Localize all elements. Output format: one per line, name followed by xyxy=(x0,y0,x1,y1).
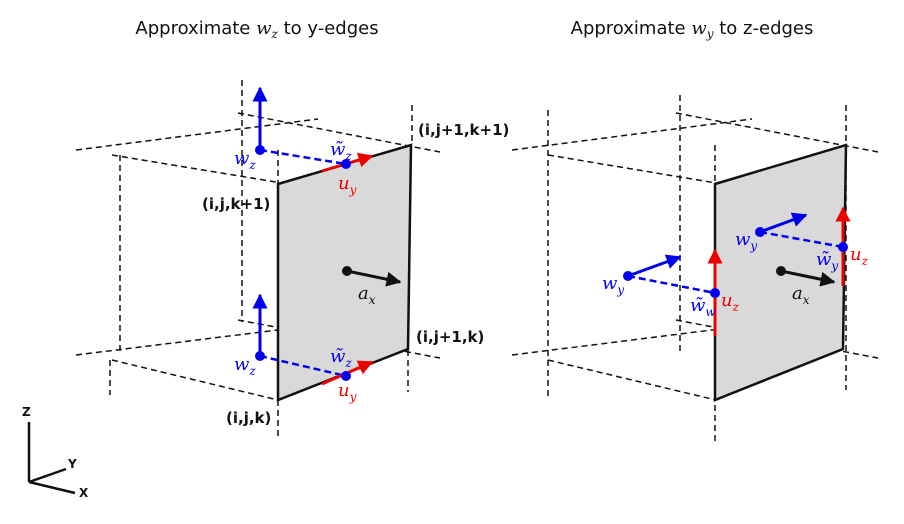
wy-projection-line-front xyxy=(627,274,716,295)
label-wy-tilde-back: w̃y xyxy=(816,249,838,273)
ax-vector-left xyxy=(346,269,402,287)
label-uz-back: uz xyxy=(850,244,869,268)
label-uz-front: uz xyxy=(721,290,740,314)
left-panel: wz w̃z uy wz w̃z uy ax (i,j+1,k+1) (i,j,… xyxy=(75,80,509,440)
wy-vector-front xyxy=(627,254,682,278)
corner-label-bottom-right: (i,j+1,k) xyxy=(416,328,484,346)
ax-vector-right xyxy=(780,269,836,287)
wy-vector-back xyxy=(759,212,808,234)
left-panel-title: Approximate wz to y-edges xyxy=(135,18,378,41)
y-axis-line xyxy=(28,467,67,484)
label-wy-front: wy xyxy=(602,273,624,297)
label-wy-tilde-front: w̃w xyxy=(690,295,716,319)
label-uy-bottom: uy xyxy=(338,380,357,404)
label-wy-back: wy xyxy=(735,229,757,253)
label-uy-top: uy xyxy=(338,173,357,197)
y-axis-label: Y xyxy=(67,457,77,471)
wz-projection-line-bottom xyxy=(259,354,347,378)
wy-tilde-point-front xyxy=(710,288,720,298)
wz-point-top xyxy=(255,145,265,155)
ax-point-right xyxy=(776,266,786,276)
label-ax-left: ax xyxy=(358,283,376,307)
ax-point-left xyxy=(342,266,352,276)
label-ax-right: ax xyxy=(792,283,810,307)
corner-label-top-left: (i,j,k+1) xyxy=(202,195,270,213)
right-panel: wy w̃y uz wy w̃w uz ax xyxy=(511,95,879,442)
wy-tilde-point-back xyxy=(838,242,848,252)
wz-point-bottom xyxy=(255,351,265,361)
label-wz-tilde-top: w̃z xyxy=(330,139,352,163)
axis-triad: Z Y X xyxy=(22,405,89,500)
z-axis-label: Z xyxy=(22,405,31,419)
wz-tilde-point-top xyxy=(341,159,351,169)
wy-point-front xyxy=(623,271,633,281)
label-wz-tilde-bottom: w̃z xyxy=(330,346,352,370)
wy-projection-line-back xyxy=(759,230,844,249)
x-axis-label: X xyxy=(79,486,89,500)
wy-point-back xyxy=(755,227,765,237)
right-panel-title: Approximate wy to z-edges xyxy=(571,18,814,41)
wz-tilde-point-bottom xyxy=(341,371,351,381)
label-wz-bottom: wz xyxy=(234,354,256,378)
corner-label-bottom-left: (i,j,k) xyxy=(226,409,271,427)
corner-label-top-right: (i,j+1,k+1) xyxy=(418,121,509,139)
x-axis-line xyxy=(28,480,76,495)
wz-projection-line-top xyxy=(259,148,347,166)
label-wz-top: wz xyxy=(234,148,256,172)
